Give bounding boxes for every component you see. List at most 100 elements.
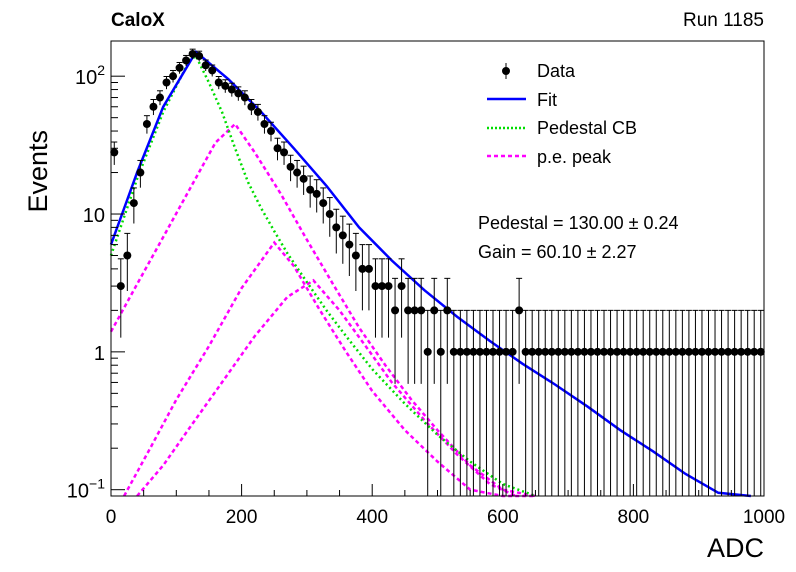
y-tick-label: 10 <box>83 205 105 227</box>
data-marker <box>247 102 256 111</box>
data-point <box>345 223 354 277</box>
y-ticks: 10−1 1 10 102 <box>67 62 125 503</box>
data-point <box>613 309 622 496</box>
data-points <box>110 48 765 496</box>
data-point <box>221 79 230 93</box>
data-point <box>306 175 315 208</box>
data-marker <box>632 347 641 356</box>
data-point <box>280 141 289 165</box>
legend-fit-label: Fit <box>537 90 557 110</box>
fit-curve <box>109 49 752 498</box>
data-marker <box>266 127 275 136</box>
data-marker <box>208 66 217 75</box>
data-marker <box>508 347 517 356</box>
data-marker <box>573 347 582 356</box>
data-marker <box>286 162 295 171</box>
data-marker <box>299 174 308 183</box>
data-point <box>560 309 569 496</box>
data-point <box>123 232 132 291</box>
data-point <box>697 309 706 496</box>
data-point <box>462 309 471 496</box>
data-marker <box>711 347 720 356</box>
data-point <box>704 309 713 496</box>
data-marker <box>410 306 419 315</box>
data-marker <box>293 168 302 177</box>
data-marker <box>606 347 615 356</box>
data-point <box>508 309 517 496</box>
data-marker <box>188 49 197 58</box>
x-tick-label: 600 <box>487 507 519 528</box>
data-point <box>162 75 171 90</box>
data-marker <box>430 306 439 315</box>
data-marker <box>469 347 478 356</box>
x-tick-label: 1000 <box>743 507 785 528</box>
data-point <box>377 258 386 338</box>
data-point <box>188 48 197 60</box>
data-point <box>410 277 419 384</box>
data-marker <box>312 189 321 198</box>
data-marker <box>671 347 680 356</box>
header-right: Run 1185 <box>683 10 764 31</box>
data-point <box>639 309 648 496</box>
data-point <box>671 309 680 496</box>
data-marker <box>280 148 289 157</box>
data-marker <box>306 185 315 194</box>
data-point <box>632 309 641 496</box>
data-marker <box>371 282 380 291</box>
data-point <box>737 309 746 496</box>
data-point <box>573 309 582 496</box>
y-tick-label: 102 <box>75 62 105 89</box>
data-point <box>351 232 360 291</box>
data-marker <box>743 347 752 356</box>
data-marker <box>332 223 341 232</box>
data-point <box>129 187 138 224</box>
data-point <box>404 277 413 384</box>
data-marker <box>384 282 393 291</box>
data-marker <box>665 347 674 356</box>
data-point <box>110 141 119 165</box>
data-point <box>600 309 609 496</box>
data-point <box>136 159 145 188</box>
data-point <box>730 309 739 496</box>
data-marker <box>528 347 537 356</box>
data-marker <box>730 347 739 356</box>
data-marker <box>547 347 556 356</box>
data-point <box>116 258 125 338</box>
data-point <box>358 244 367 311</box>
data-point <box>227 82 236 97</box>
data-point <box>645 309 654 496</box>
data-marker <box>567 347 576 356</box>
data-point <box>266 121 275 142</box>
data-marker <box>397 282 406 291</box>
data-point <box>240 90 249 106</box>
data-marker <box>345 240 354 249</box>
data-point <box>423 309 432 496</box>
data-marker <box>169 72 178 81</box>
data-point <box>534 309 543 496</box>
data-marker <box>482 347 491 356</box>
x-tick-label: 400 <box>356 507 388 528</box>
y-tick-label: 10−1 <box>67 476 105 503</box>
data-point <box>684 309 693 496</box>
data-marker <box>534 347 543 356</box>
data-point <box>436 309 445 496</box>
data-point <box>554 309 563 496</box>
data-marker <box>639 347 648 356</box>
data-marker <box>364 264 373 273</box>
data-marker <box>201 61 210 70</box>
data-marker <box>227 85 236 94</box>
pe-peak-curve-2 <box>123 240 536 498</box>
legend: Data Fit Pedestal CB p.e. peak <box>487 61 637 167</box>
data-marker <box>724 347 733 356</box>
data-marker <box>319 199 328 208</box>
data-marker <box>142 119 151 128</box>
data-point <box>299 165 308 195</box>
data-marker <box>678 347 687 356</box>
data-marker <box>645 347 654 356</box>
data-point <box>469 309 478 496</box>
data-marker <box>756 347 765 356</box>
x-axis-label: ADC <box>707 533 764 563</box>
data-marker <box>691 347 700 356</box>
data-marker <box>129 199 138 208</box>
data-point <box>169 69 178 83</box>
